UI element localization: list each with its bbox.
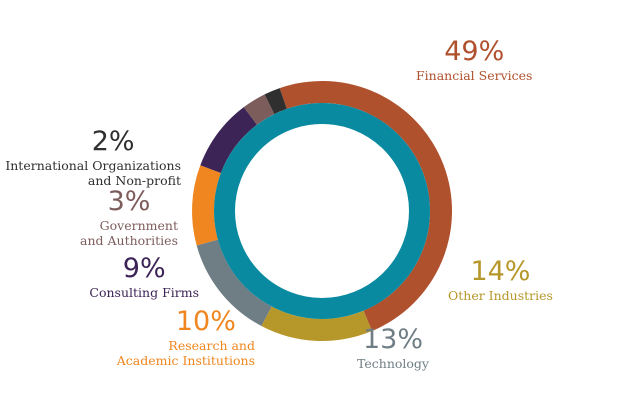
category-label: Research and [168,338,255,353]
slice-research-and-academic-institutions [192,165,221,246]
label-financial-services: 49%Financial Services [416,36,532,83]
percent-label: 3% [108,186,151,217]
label-consulting-firms: 9%Consulting Firms [89,253,199,300]
category-label: Technology [357,356,430,371]
percent-label: 9% [123,253,166,284]
category-label: International Organizations [5,158,181,173]
inner-ring [214,103,430,319]
category-label: and Authorities [80,233,178,248]
category-label: Other Industries [448,288,553,303]
slice-financial-services [279,80,453,332]
slice-government-and-authorities [243,94,275,125]
percent-label: 49% [444,36,504,67]
category-label: Financial Services [416,68,532,83]
label-other-industries: 14%Other Industries [448,256,553,303]
percent-label: 14% [470,256,530,287]
category-label: Government [100,218,178,233]
slice-consulting-firms [200,107,258,174]
category-label: and Non-profit [88,173,181,188]
percent-label: 2% [92,126,135,157]
slice-technology [196,239,272,326]
percent-label: 10% [176,306,236,337]
category-label: Academic Institutions [116,353,255,368]
percent-label: 13% [363,324,423,355]
label-technology: 13%Technology [357,324,430,371]
slice-other-industries [261,306,372,341]
slice-international-organizations-and-non-profit [264,88,287,115]
category-label: Consulting Firms [89,285,199,300]
